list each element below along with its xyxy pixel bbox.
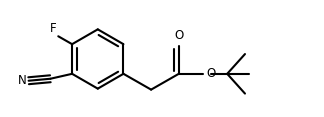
Text: N: N: [18, 74, 27, 87]
Text: O: O: [174, 29, 183, 42]
Text: O: O: [206, 67, 216, 80]
Text: F: F: [50, 22, 56, 35]
